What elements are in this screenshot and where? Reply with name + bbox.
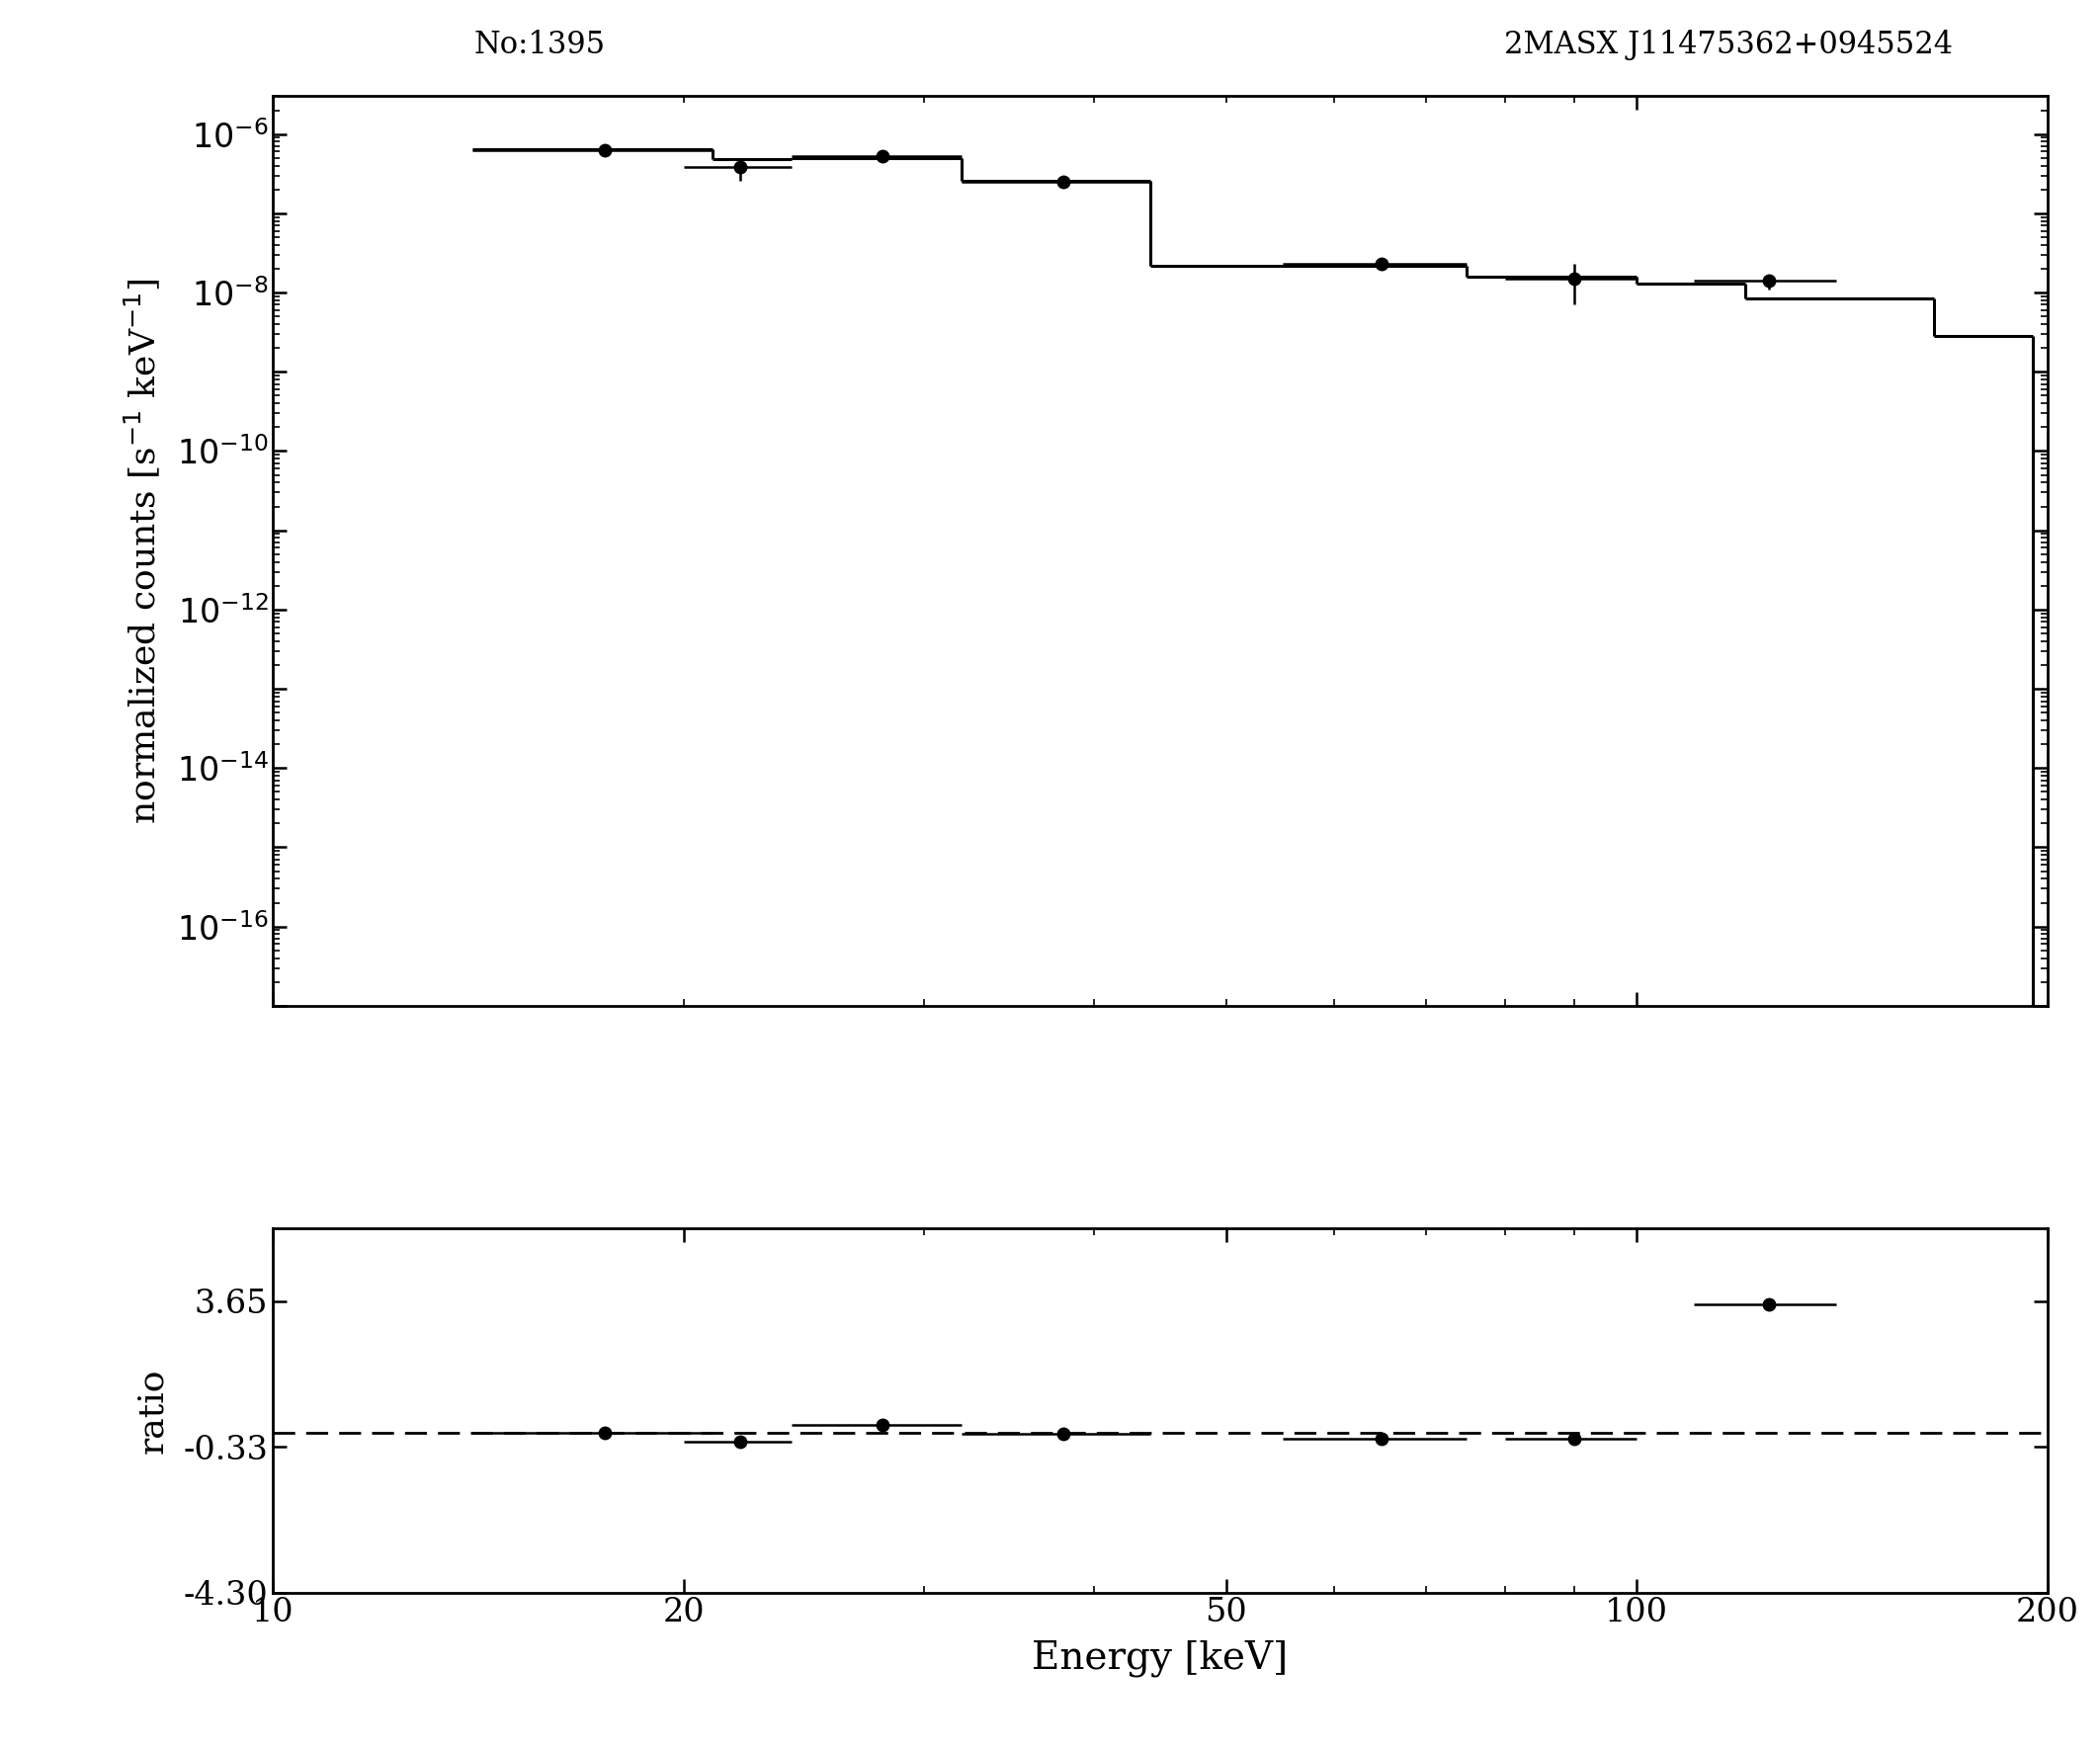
Text: 2MASX J11475362+0945524: 2MASX J11475362+0945524 <box>1504 30 1953 60</box>
X-axis label: Energy [keV]: Energy [keV] <box>1033 1640 1289 1676</box>
Y-axis label: normalized counts [s$^{-1}$ keV$^{-1}$]: normalized counts [s$^{-1}$ keV$^{-1}$] <box>122 278 162 824</box>
Y-axis label: ratio: ratio <box>136 1368 170 1452</box>
Text: No:1395: No:1395 <box>472 30 605 60</box>
